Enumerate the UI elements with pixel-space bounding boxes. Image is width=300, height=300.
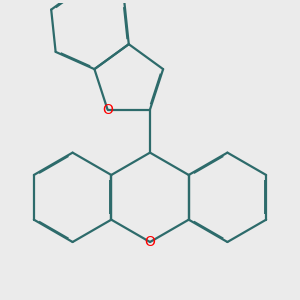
Text: O: O [145,235,155,249]
Text: O: O [102,103,113,116]
